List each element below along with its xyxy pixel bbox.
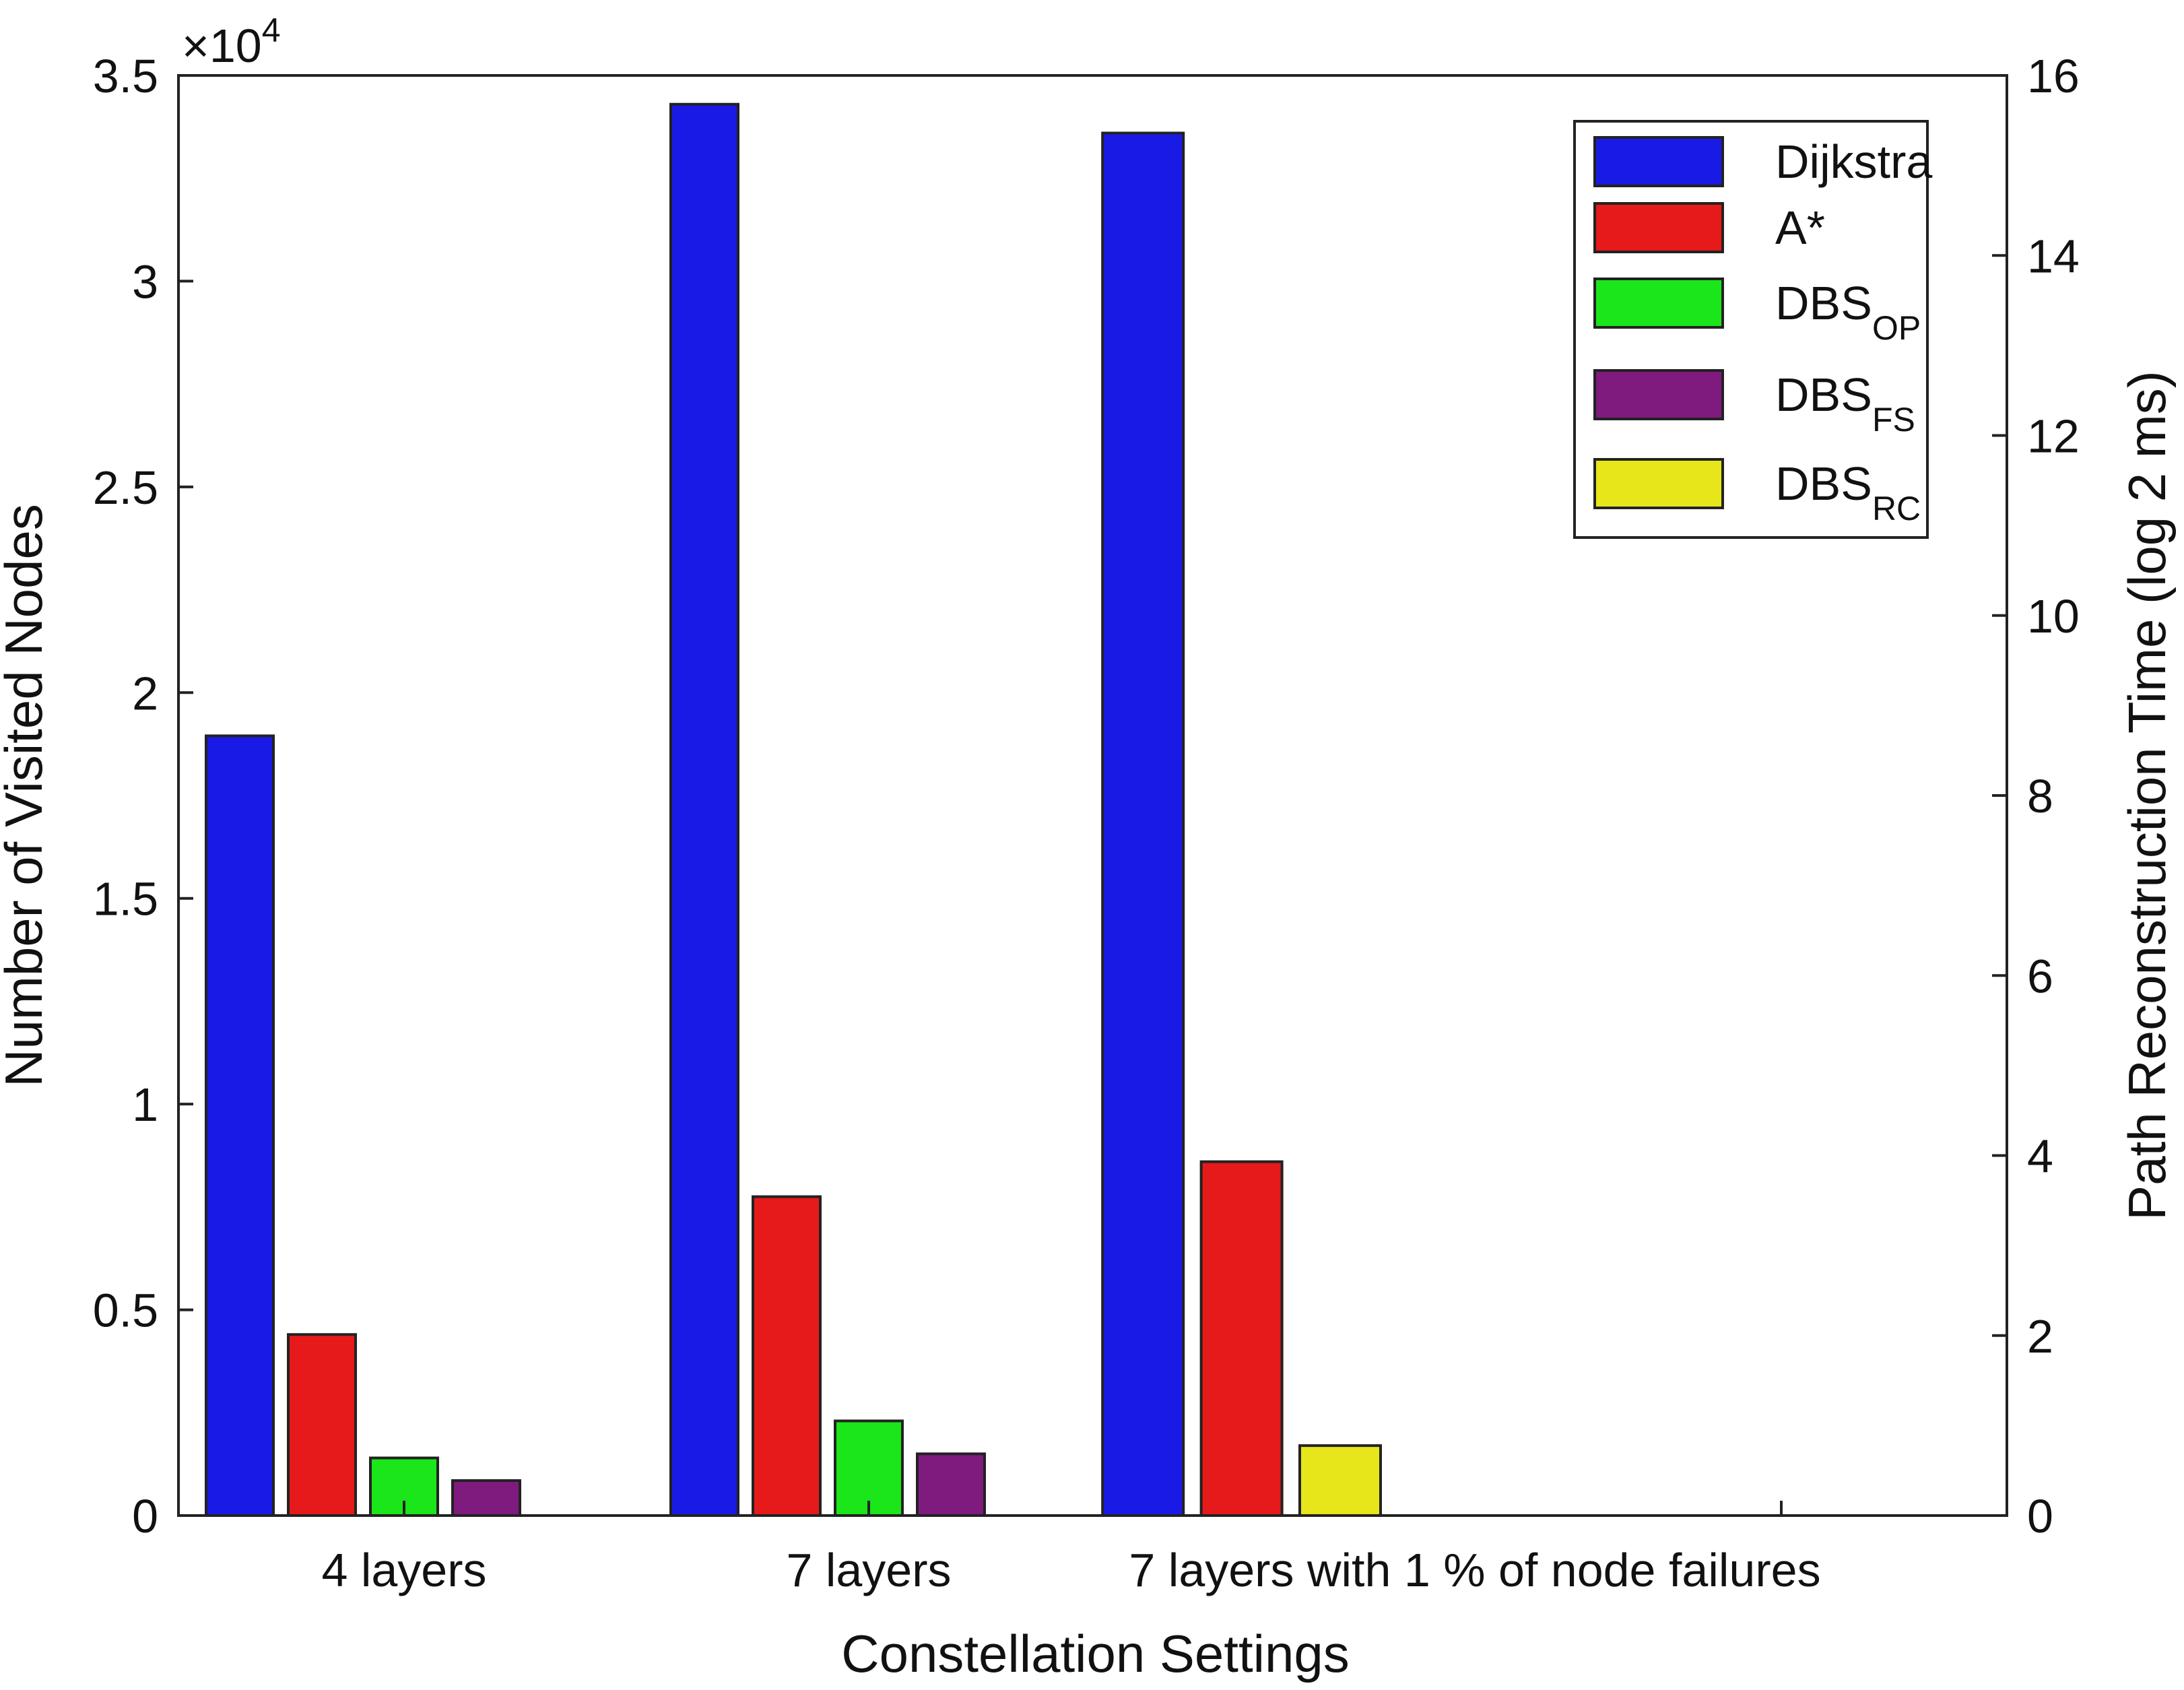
bar-a--3 — [1199, 1160, 1284, 1517]
bar-a--1 — [287, 1333, 357, 1518]
left-tick-label: 1.5 — [93, 873, 158, 925]
legend-swatch-dbs-rc — [1593, 458, 1724, 509]
legend-swatch-a- — [1593, 202, 1724, 253]
legend-label: DBSFS — [1775, 368, 1915, 438]
right-tick-label: 0 — [2027, 1490, 2053, 1542]
legend-label: A* — [1775, 201, 1825, 254]
right-tick-label: 4 — [2027, 1130, 2053, 1183]
left-tick-label: 0.5 — [93, 1285, 158, 1337]
x-tick-label: 7 layers with 1 % of node failures — [1129, 1544, 1820, 1596]
right-tick-label: 10 — [2027, 590, 2080, 643]
y-axis-exponent: ×104 — [182, 11, 281, 72]
right-tick-label: 2 — [2027, 1310, 2053, 1363]
y-axis-title-left: Number of Visited Nodes — [0, 504, 53, 1087]
x-tick-label: 4 layers — [321, 1544, 486, 1596]
bar-a--2 — [752, 1195, 822, 1517]
legend: Dijkstra A* DBSOP DBSFS DBSRC — [1573, 120, 1932, 539]
bar-dbs-rc-3 — [1298, 1444, 1382, 1518]
bar-dbs-fs-1 — [451, 1479, 521, 1518]
legend-label: DBSOP — [1775, 277, 1921, 347]
y-exponent-base: ×10 — [182, 20, 262, 72]
legend-swatch-dbs-fs — [1593, 369, 1724, 420]
left-tick-label: 1 — [132, 1078, 158, 1131]
legend-label: Dijkstra — [1775, 135, 1932, 188]
right-tick-label: 8 — [2027, 770, 2053, 822]
bar-dijkstra-3 — [1101, 131, 1185, 1517]
bar-dijkstra-1 — [205, 734, 275, 1517]
x-axis-title: Constellation Settings — [841, 1624, 1349, 1683]
left-axis-ticks: 0 0.5 1 1.5 2 2.5 3 3.5 — [93, 50, 193, 1542]
right-tick-label: 16 — [2027, 50, 2080, 102]
bar-dijkstra-2 — [669, 102, 739, 1517]
right-tick-label: 6 — [2027, 950, 2053, 1002]
legend-label: DBSRC — [1775, 457, 1921, 527]
right-axis-ticks: 0 2 4 6 8 10 12 14 16 — [1992, 50, 2080, 1542]
left-tick-label: 2 — [132, 667, 158, 719]
bars-group — [205, 102, 1382, 1518]
y-axis-title-right: Path Reconstruction Time (log 2 ms) — [2117, 370, 2177, 1220]
left-tick-label: 2.5 — [93, 461, 158, 514]
y-exponent-power: 4 — [262, 11, 281, 49]
x-axis-ticks: 4 layers 7 layers 7 layers with 1 % of nod… — [321, 1501, 1821, 1596]
right-tick-label: 12 — [2027, 410, 2080, 463]
left-tick-label: 3.5 — [93, 50, 158, 102]
left-tick-label: 3 — [132, 255, 158, 308]
right-tick-label: 14 — [2027, 230, 2080, 282]
legend-swatch-dbs-op — [1593, 278, 1724, 329]
x-tick-label: 7 layers — [786, 1544, 951, 1596]
left-tick-label: 0 — [132, 1490, 158, 1542]
bar-dbs-fs-2 — [916, 1452, 986, 1517]
legend-swatch-dijkstra — [1593, 136, 1724, 187]
